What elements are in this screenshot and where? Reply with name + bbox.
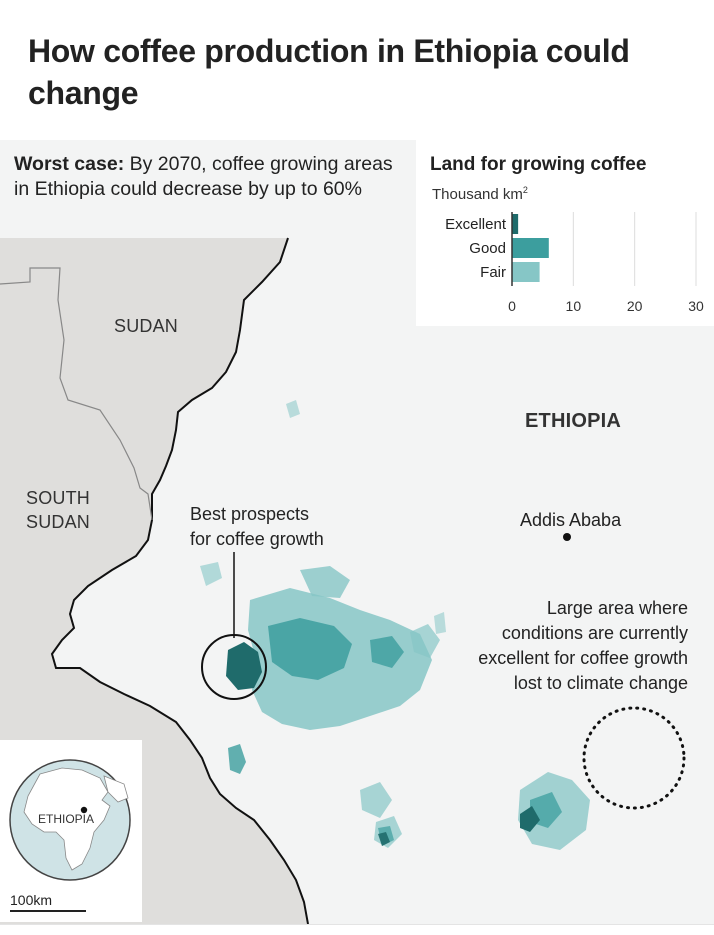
label-sudan: SUDAN	[114, 316, 179, 336]
chart-title: Land for growing coffee	[430, 154, 647, 175]
chart-bar	[512, 214, 519, 234]
land-chart: Land for growing coffee Thousand km2 0 10…	[416, 140, 714, 326]
chart-unit-sup: 2	[522, 185, 528, 195]
chart-category-label: Good	[469, 240, 506, 257]
chart-tick-label: 30	[688, 298, 704, 314]
scale-label: 100km	[10, 892, 53, 908]
chart-tick-label: 20	[627, 298, 643, 314]
annotation-lost-3: excellent for coffee growth	[478, 648, 688, 668]
scale-bar	[10, 910, 86, 912]
annotation-lost-4: lost to climate change	[513, 673, 688, 693]
worst-case-label: Worst case:	[14, 153, 125, 175]
best-prospects-circle	[201, 634, 267, 700]
chart-bar	[512, 262, 540, 282]
chart-tick-label: 0	[508, 298, 516, 314]
label-south-sudan-1: SOUTH	[26, 488, 90, 508]
lost-area-circle	[582, 706, 686, 810]
ethiopia-border	[50, 237, 309, 924]
globe-africa	[23, 767, 111, 871]
chart-unit-text: Thousand km	[432, 186, 523, 203]
annotation-lost-2: conditions are currently	[501, 623, 688, 643]
chart-bar	[512, 238, 549, 258]
label-ethiopia: ETHIOPIA	[525, 410, 622, 432]
addis-ababa-dot	[563, 533, 571, 541]
coffee-areas	[200, 400, 590, 850]
worst-case-text: By 2070, coffee growing areas in Ethiopi…	[14, 153, 393, 200]
sudan-south-sudan-border	[0, 267, 153, 521]
chart-plot: 0 10 20 30 Excellent Good Fair	[445, 212, 704, 314]
label-south-sudan-2: SUDAN	[26, 512, 91, 532]
bottom-rule	[0, 924, 714, 935]
page-title: How coffee production in Ethiopia could …	[28, 33, 630, 111]
chart-category-label: Fair	[480, 264, 506, 281]
worst-case-note: Worst case: By 2070, coffee growing area…	[14, 152, 404, 202]
globe-ethiopia-dot	[80, 806, 88, 814]
chart-unit: Thousand km2	[432, 185, 528, 203]
globe-arabia	[103, 775, 129, 803]
annotation-best-1: Best prospects	[190, 504, 310, 524]
locator-globe	[9, 759, 131, 881]
inset-label: ETHIOPIA	[38, 812, 95, 826]
annotation-lost-1: Large area where	[546, 598, 688, 618]
annotation-best-2: for coffee growth	[190, 529, 324, 549]
label-addis-ababa: Addis Ababa	[520, 510, 622, 530]
locator-inset: ETHIOPIA	[0, 740, 142, 922]
chart-category-label: Excellent	[445, 216, 507, 233]
chart-tick-label: 10	[566, 298, 582, 314]
